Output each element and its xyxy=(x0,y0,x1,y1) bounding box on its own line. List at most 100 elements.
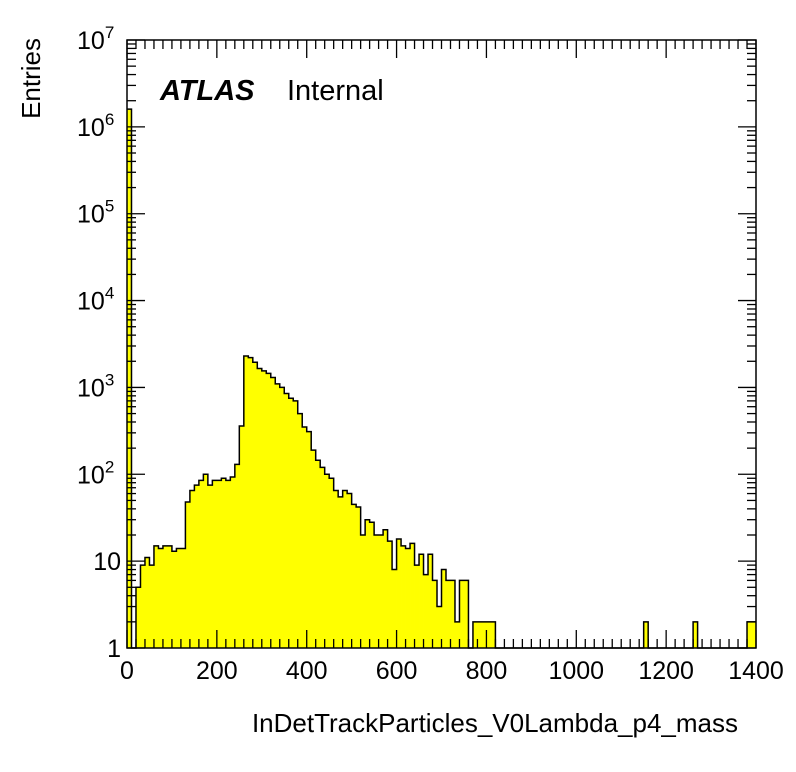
histogram-bar xyxy=(374,534,379,648)
histogram-bar xyxy=(198,480,204,648)
histogram-bar xyxy=(221,478,227,648)
histogram-bar xyxy=(387,541,393,648)
histogram-bar xyxy=(747,621,752,648)
histogram-bar xyxy=(445,580,451,648)
x-tick-label: 0 xyxy=(120,657,134,685)
histogram-bar xyxy=(320,467,326,648)
histogram-bar xyxy=(176,548,182,648)
histogram-bar xyxy=(185,501,191,648)
histogram-bar xyxy=(243,356,249,648)
histogram-bar xyxy=(284,393,290,648)
histogram-bar xyxy=(252,362,258,648)
axis-ticks xyxy=(126,39,757,649)
histogram-bar xyxy=(459,580,465,648)
histogram-bar xyxy=(365,519,371,648)
histogram-bar xyxy=(270,377,276,648)
y-tick-labels: 1 10 102 103 104 105 106 107 xyxy=(77,23,121,663)
histogram-bar xyxy=(288,398,294,648)
histogram-bar xyxy=(423,574,429,648)
y-tick-label: 105 xyxy=(77,197,114,229)
histogram-bar xyxy=(279,387,285,648)
histogram-bar xyxy=(140,565,146,648)
histogram-bar xyxy=(463,580,469,648)
histogram-bar xyxy=(342,490,348,648)
histogram-bar xyxy=(127,109,132,648)
histogram-bar xyxy=(432,580,438,648)
atlas-label: ATLAS xyxy=(159,75,255,107)
y-tick-label: 1 xyxy=(107,635,121,663)
x-tick-label: 600 xyxy=(376,657,418,685)
histogram-bar xyxy=(360,534,366,648)
histogram-bar xyxy=(261,370,267,648)
x-tick-label: 400 xyxy=(286,657,328,685)
y-tick-label: 103 xyxy=(77,370,114,402)
y-tick-label: 106 xyxy=(77,110,114,142)
histogram-bar xyxy=(324,474,330,648)
histogram-bar xyxy=(392,569,397,648)
histogram-bar xyxy=(180,548,186,648)
x-tick-labels: 0 200 400 600 800 1000 1200 1400 xyxy=(120,657,784,685)
histogram-bar xyxy=(351,504,357,648)
histogram-bar xyxy=(239,425,245,648)
histogram-bar xyxy=(297,413,303,648)
histogram-bar xyxy=(486,621,492,648)
x-tick-label: 1200 xyxy=(638,657,694,685)
histogram-bar xyxy=(472,621,478,648)
histogram-bar xyxy=(490,621,496,648)
histogram-bar xyxy=(306,431,312,648)
y-tick-label: 107 xyxy=(77,23,114,55)
histogram-bar xyxy=(751,621,757,648)
histogram-bar xyxy=(405,548,411,648)
histogram-bar xyxy=(135,587,141,648)
histogram-bar xyxy=(203,474,209,648)
histogram-bar xyxy=(248,357,254,648)
histogram-bar xyxy=(356,507,362,648)
histogram-bar xyxy=(437,606,442,648)
histogram-bar xyxy=(144,557,150,648)
histogram-bar xyxy=(171,551,177,648)
histogram-bar xyxy=(396,538,402,648)
histogram-bar xyxy=(230,477,236,648)
histogram-bar xyxy=(419,554,424,648)
histogram-bar xyxy=(266,373,272,648)
histogram-bar xyxy=(189,490,195,648)
histogram-bar xyxy=(153,545,159,648)
y-tick-label: 102 xyxy=(77,457,114,489)
histogram-bar xyxy=(693,621,698,648)
histogram-bar xyxy=(167,545,173,648)
histogram-bar xyxy=(315,460,321,648)
histogram-bar xyxy=(643,621,649,648)
histogram-bar xyxy=(428,554,433,648)
histogram-bar xyxy=(212,480,218,648)
x-tick-label: 1400 xyxy=(728,657,784,685)
histogram-bar xyxy=(158,548,164,648)
histogram-bar xyxy=(401,545,406,648)
histogram-bar xyxy=(378,534,384,648)
histogram-bar xyxy=(477,621,483,648)
histogram-bar xyxy=(441,569,447,648)
x-tick-label: 200 xyxy=(196,657,238,685)
histogram-bar xyxy=(216,480,222,648)
histogram-bars xyxy=(127,109,757,648)
histogram-bar xyxy=(481,621,487,648)
x-axis-title: InDetTrackParticles_V0Lambda_p4_mass xyxy=(252,708,738,738)
histogram-bar xyxy=(225,480,231,648)
histogram-bar xyxy=(347,493,353,648)
y-tick-label: 104 xyxy=(77,284,114,316)
y-axis-title: Entries xyxy=(16,38,46,119)
histogram-bar xyxy=(293,400,299,648)
histogram-bar xyxy=(329,478,335,648)
histogram-bar xyxy=(410,543,415,648)
histogram-bar xyxy=(302,427,308,648)
histogram-bar xyxy=(149,565,155,648)
histogram-bar xyxy=(454,621,460,648)
histogram-bar xyxy=(333,490,339,648)
histogram-bar xyxy=(162,545,168,648)
histogram-bar xyxy=(234,464,240,648)
histogram-bar xyxy=(338,496,344,648)
x-tick-label: 1000 xyxy=(548,657,604,685)
histogram-bar xyxy=(194,485,200,648)
histogram-bar xyxy=(414,565,420,648)
histogram-bar xyxy=(383,529,388,648)
